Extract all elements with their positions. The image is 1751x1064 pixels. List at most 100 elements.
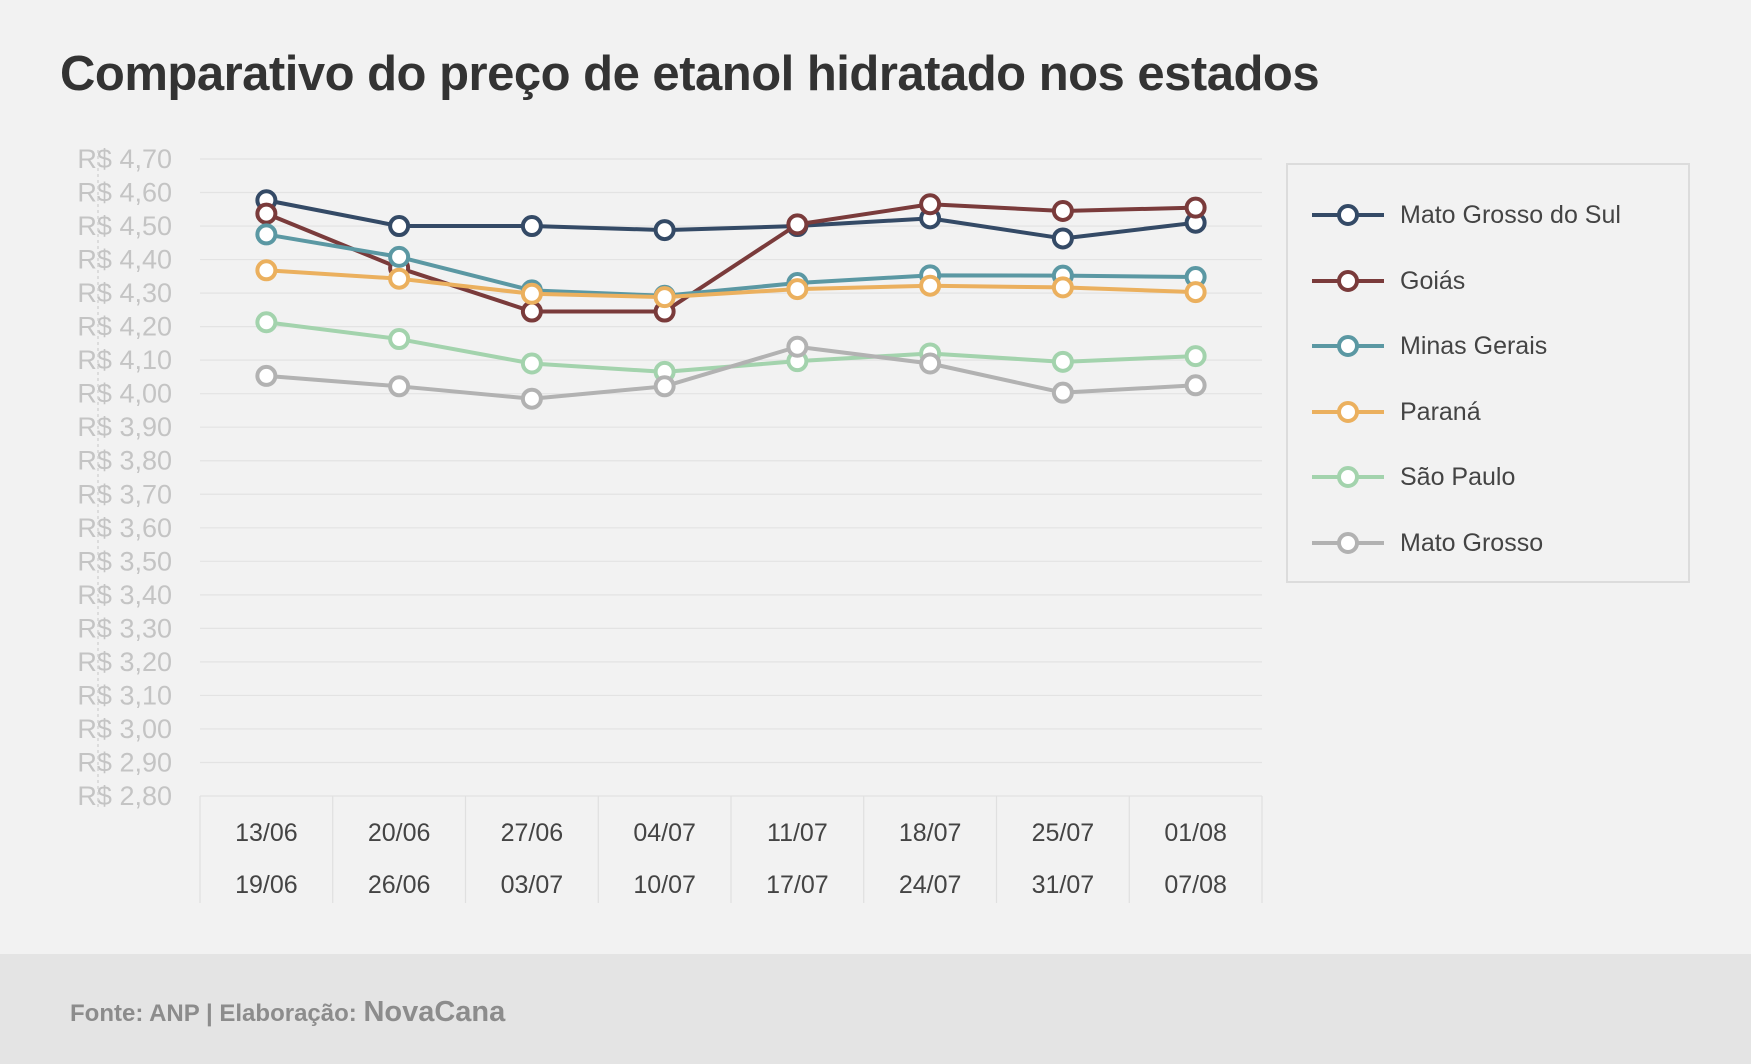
legend-item: Paraná — [1310, 397, 1670, 427]
legend-swatch — [1312, 335, 1384, 357]
footer: Fonte: ANP | Elaboração: NovaCana — [0, 954, 1751, 1064]
y-tick-label: R$ 3,40 — [77, 580, 172, 610]
category-start-label: 13/06 — [235, 819, 298, 847]
category-end-label: 17/07 — [766, 871, 829, 899]
legend-label: Paraná — [1400, 397, 1481, 426]
data-point — [255, 311, 278, 334]
data-point — [919, 274, 942, 297]
y-tick-label: R$ 3,00 — [77, 714, 172, 744]
data-point — [520, 387, 543, 410]
chart-title: Comparativo do preço de etanol hidratado… — [60, 47, 1320, 101]
data-point — [255, 202, 278, 225]
data-point — [1051, 350, 1074, 373]
data-point — [520, 215, 543, 238]
y-tick-label: R$ 4,70 — [77, 144, 172, 174]
series-mato-grosso — [255, 335, 1207, 410]
data-point — [255, 259, 278, 282]
y-tick-label: R$ 3,60 — [77, 513, 172, 543]
y-tick-label: R$ 3,20 — [77, 647, 172, 677]
legend: Mato Grosso do Sul Goiás Minas Gerais Paran… — [1286, 163, 1690, 583]
legend-swatch — [1312, 400, 1384, 423]
grid-lines — [200, 158, 1262, 797]
data-point — [1051, 276, 1074, 299]
legend-item: Mato Grosso — [1310, 528, 1670, 558]
y-tick-label: R$ 2,90 — [77, 747, 172, 777]
line-chart: R$ 4,70 R$ 4,60R$ 4,50 R$ 4,40R$ 4,30 R$ 4,… — [77, 144, 1263, 903]
y-tick-label: R$ 4,30 — [77, 278, 172, 308]
y-tick-label: R$ 4,00 — [77, 379, 172, 409]
category-end-label: 24/07 — [899, 871, 962, 899]
data-point — [255, 223, 278, 246]
category-start-label: 20/06 — [368, 819, 431, 847]
legend-swatch — [1312, 466, 1384, 488]
footer-credit: Fonte: ANP | Elaboração: NovaCana — [70, 996, 505, 1029]
category-start-label: 04/07 — [633, 819, 696, 847]
data-point — [919, 193, 942, 216]
y-tick-label: R$ 2,80 — [77, 781, 172, 811]
series-sao-paulo — [255, 311, 1207, 383]
legend-swatch — [1312, 204, 1384, 226]
data-point — [520, 300, 543, 323]
series-line — [265, 202, 1196, 314]
data-point — [388, 245, 411, 268]
legend-label: São Paulo — [1400, 463, 1516, 491]
category-end-label: 26/06 — [368, 871, 431, 899]
series-line — [266, 344, 1196, 401]
data-point — [520, 282, 543, 305]
category-start-label: 25/07 — [1032, 819, 1095, 847]
legend-item: Minas Gerais — [1310, 331, 1670, 361]
legend-item: São Paulo — [1310, 462, 1670, 492]
legend-item: Goiás — [1310, 266, 1670, 296]
data-point — [1184, 281, 1207, 304]
y-tick-label: R$ 4,50 — [77, 211, 172, 241]
category-end-label: 07/08 — [1164, 871, 1227, 899]
data-point — [388, 375, 411, 398]
legend-label: Goiás — [1400, 266, 1466, 295]
y-tick-label: R$ 3,50 — [77, 546, 172, 576]
y-tick-label: R$ 3,70 — [77, 479, 172, 509]
series-parana — [255, 259, 1207, 309]
legend-swatch — [1312, 531, 1384, 554]
data-point — [520, 352, 543, 375]
category-end-label: 19/06 — [235, 871, 298, 899]
category-end-label: 31/07 — [1032, 871, 1095, 899]
y-tick-label: R$ 3,30 — [77, 613, 172, 643]
data-point — [388, 215, 411, 238]
legend-swatch — [1312, 269, 1384, 292]
x-axis-categories: 13/06 19/06 20/06 26/06 27/06 03/07 04/07 10/07… — [199, 796, 1263, 903]
data-point — [786, 278, 809, 301]
legend-label: Minas Gerais — [1400, 332, 1548, 360]
y-tick-label: R$ 4,60 — [77, 178, 172, 208]
data-point — [653, 219, 676, 242]
legend-label: Mato Grosso do Sul — [1400, 201, 1621, 229]
y-tick-label: R$ 3,90 — [77, 412, 172, 442]
data-point — [786, 335, 809, 358]
data-point — [653, 286, 676, 309]
category-start-label: 01/08 — [1164, 819, 1227, 847]
data-point — [653, 375, 676, 398]
data-point — [786, 213, 809, 236]
data-point — [388, 267, 411, 290]
y-axis: R$ 4,70 R$ 4,60R$ 4,50 R$ 4,40R$ 4,30 R$ 4,… — [77, 144, 172, 811]
data-point — [388, 328, 411, 351]
data-point — [1184, 345, 1207, 368]
data-point — [919, 352, 942, 375]
series-lines — [255, 189, 1207, 410]
series-line — [266, 268, 1196, 300]
category-start-label: 18/07 — [899, 819, 962, 847]
y-tick-label: R$ 4,40 — [77, 245, 172, 275]
category-start-label: 27/06 — [501, 819, 564, 847]
legend-item: Mato Grosso do Sul — [1310, 200, 1670, 230]
category-end-label: 03/07 — [501, 871, 564, 899]
footer-brand-logo: NovaCana — [363, 996, 506, 1028]
data-point — [1051, 381, 1074, 404]
category-end-label: 10/07 — [633, 871, 696, 899]
legend-label: Mato Grosso — [1400, 528, 1544, 557]
data-point — [255, 364, 278, 387]
category-start-label: 11/07 — [767, 819, 828, 847]
data-point — [1051, 227, 1074, 250]
series-mato-grosso-do-sul — [255, 189, 1207, 250]
y-tick-label: R$ 4,20 — [77, 312, 172, 342]
data-point — [1184, 374, 1207, 397]
y-tick-label: R$ 3,10 — [77, 680, 172, 710]
